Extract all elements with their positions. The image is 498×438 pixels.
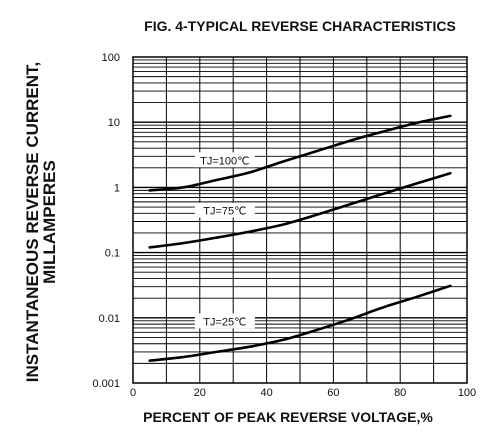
series-label-bg [194, 202, 255, 218]
series-labels: TJ=100℃ TJ=75℃ TJ=25℃ [194, 152, 255, 329]
x-tick-label: 0 [130, 387, 136, 399]
plot-frame [132, 56, 468, 384]
y-tick-label: 0.01 [99, 313, 120, 325]
series-lines [148, 114, 452, 362]
series-label: TJ=25℃ [203, 316, 246, 328]
x-tick-label: 60 [327, 387, 339, 399]
series-line [148, 114, 452, 192]
x-tick-label: 40 [260, 387, 272, 399]
series-label-bg [194, 152, 255, 168]
series-label: TJ=75℃ [203, 206, 246, 218]
y-tick-label: 1 [114, 182, 120, 194]
series-label: TJ=100℃ [200, 155, 249, 167]
series-line [148, 284, 452, 362]
tick-labels: 0 20 40 60 80 100 0.001 0.01 0.1 1 10 100 [92, 52, 476, 399]
y-axis-label-line2: MILLAMPERES [40, 160, 59, 284]
y-tick-label: 10 [108, 117, 120, 129]
y-tick-label: 0.001 [92, 378, 120, 390]
y-tick-label: 0.1 [105, 248, 120, 260]
x-tick-label: 80 [394, 387, 406, 399]
x-tick-label: 100 [458, 387, 476, 399]
x-tick-label: 20 [194, 387, 206, 399]
series-line [148, 171, 452, 249]
series-label-bg [194, 313, 255, 329]
x-axis-label: PERCENT OF PEAK REVERSE VOLTAGE,% [143, 409, 433, 425]
grid [133, 57, 467, 383]
y-axis-label-line1: INSTANTANEOUS REVERSE CURRENT, [23, 62, 42, 383]
chart-title: FIG. 4-TYPICAL REVERSE CHARACTERISTICS [144, 18, 456, 34]
y-tick-label: 100 [102, 52, 120, 64]
